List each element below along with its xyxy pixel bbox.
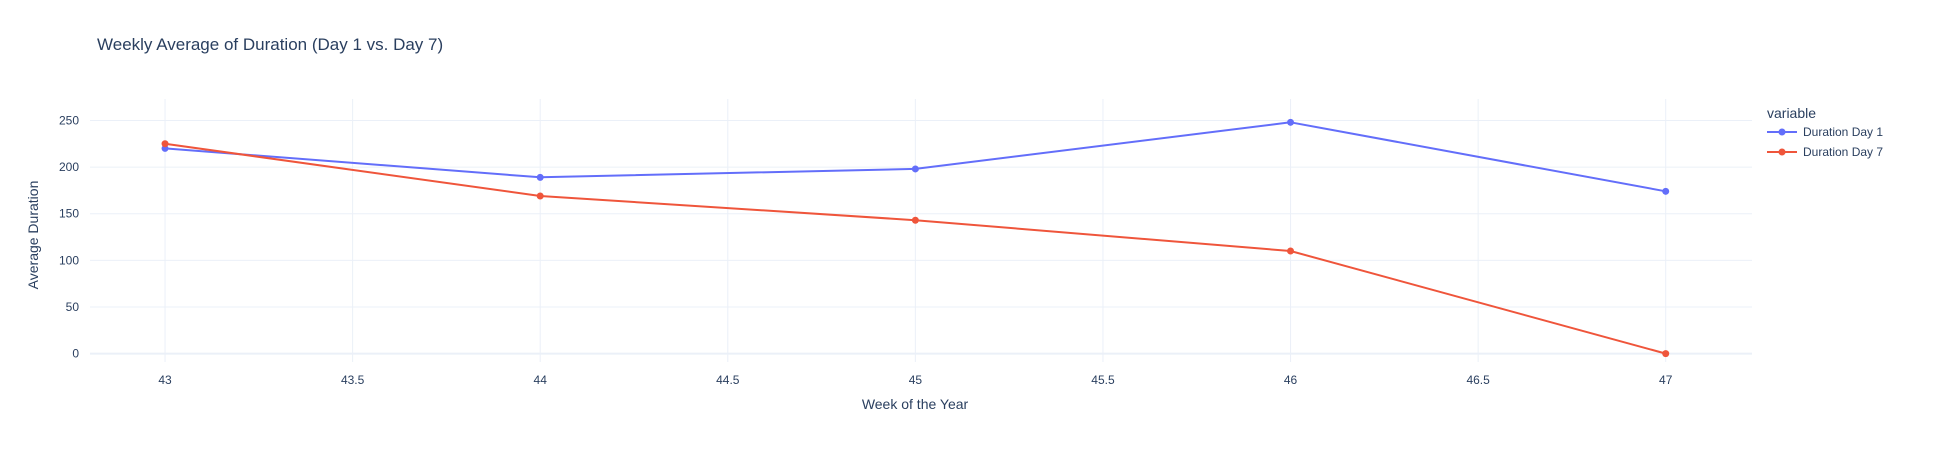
legend[interactable]: variable Duration Day 1 Duration Day 7	[1767, 105, 1883, 159]
legend-item[interactable]: Duration Day 1	[1767, 125, 1883, 139]
x-tick-label: 45.5	[1091, 373, 1115, 387]
series-2	[161, 140, 1670, 358]
x-tick-label: 47	[1659, 373, 1673, 387]
data-point[interactable]	[1287, 247, 1295, 255]
x-tick-label: 43.5	[341, 373, 365, 387]
y-tick-label: 50	[66, 300, 80, 314]
data-point[interactable]	[1662, 187, 1670, 195]
x-tick-label: 44	[534, 373, 548, 387]
chart-title: Weekly Average of Duration (Day 1 vs. Da…	[97, 35, 443, 54]
y-tick-label: 150	[59, 207, 79, 221]
x-axis-title: Week of the Year	[862, 396, 969, 412]
legend-title: variable	[1767, 105, 1816, 121]
x-tick-label: 46	[1284, 373, 1298, 387]
y-tick-label: 250	[59, 113, 79, 127]
x-tick-label: 45	[909, 373, 923, 387]
series-layer	[161, 118, 1670, 358]
y-axis-title: Average Duration	[25, 181, 41, 290]
data-point[interactable]	[536, 192, 544, 200]
data-point[interactable]	[161, 140, 169, 148]
y-tick-label: 200	[59, 160, 79, 174]
y-tick-label: 0	[72, 347, 79, 361]
y-tick-label: 100	[59, 253, 79, 267]
x-tick-label: 46.5	[1466, 373, 1490, 387]
legend-marker	[1778, 148, 1786, 156]
grid	[90, 99, 1752, 362]
x-tick-label: 43	[158, 373, 172, 387]
y-axis-ticks: 0 50 100 150 200 250	[59, 113, 79, 360]
data-point[interactable]	[911, 165, 919, 173]
legend-item[interactable]: Duration Day 7	[1767, 145, 1883, 159]
data-point[interactable]	[1287, 118, 1295, 126]
data-point[interactable]	[536, 173, 544, 181]
data-point[interactable]	[1662, 350, 1670, 358]
legend-marker	[1778, 128, 1786, 136]
x-tick-label: 44.5	[716, 373, 740, 387]
legend-label: Duration Day 7	[1803, 145, 1883, 159]
x-axis-ticks: 43 43.5 44 44.5 45 45.5 46 46.5 47	[158, 373, 1672, 387]
legend-label: Duration Day 1	[1803, 125, 1883, 139]
data-point[interactable]	[911, 216, 919, 224]
